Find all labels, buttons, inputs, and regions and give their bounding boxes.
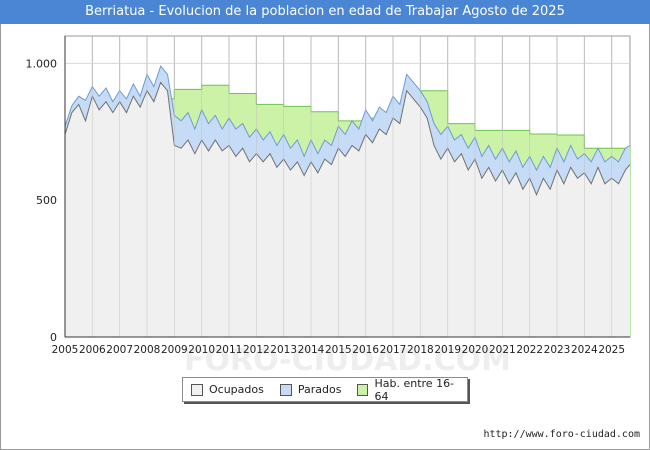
x-tick-label-7: 2012 <box>243 344 270 356</box>
x-tick-label-12: 2017 <box>380 344 407 356</box>
x-tick-label-2: 2007 <box>106 344 133 356</box>
legend-label-parados: Parados <box>297 383 342 396</box>
series-ocupados-area <box>65 82 630 337</box>
series-parados-line <box>64 65 631 172</box>
source-credit[interactable]: http://www.foro-ciudad.com <box>483 429 640 440</box>
x-tick-label-14: 2019 <box>434 344 461 356</box>
legend-item-ocupados: Ocupados <box>191 383 264 396</box>
x-tick-label-0: 2005 <box>52 344 79 356</box>
x-tick-label-9: 2014 <box>298 344 325 356</box>
x-tick-label-18: 2023 <box>544 344 571 356</box>
x-tick-label-15: 2020 <box>462 344 489 356</box>
legend-swatch-hab <box>357 383 369 396</box>
legend-label-hab: Hab. entre 16-64 <box>374 376 455 403</box>
x-tick-label-6: 2011 <box>216 344 243 356</box>
x-tick-label-1: 2006 <box>79 344 106 356</box>
legend: Ocupados Parados Hab. entre 16-64 <box>182 377 468 403</box>
series-ocupados-line <box>64 81 631 197</box>
x-tick-label-5: 2010 <box>188 344 215 356</box>
x-tick-label-11: 2016 <box>352 344 379 356</box>
legend-label-ocupados: Ocupados <box>209 383 264 396</box>
watermark: FORO-CIUDAD.COM <box>184 343 511 378</box>
x-tick-label-17: 2022 <box>516 344 543 356</box>
x-tick-label-8: 2013 <box>270 344 297 356</box>
x-tick-label-20: 2025 <box>598 344 625 356</box>
x-tick-label-16: 2021 <box>489 344 516 356</box>
x-tick-label-13: 2018 <box>407 344 434 356</box>
legend-swatch-parados <box>279 383 292 396</box>
legend-item-parados: Parados <box>279 383 342 396</box>
y-tick-label-2: 1.000 <box>26 57 58 70</box>
legend-item-hab: Hab. entre 16-64 <box>357 377 459 403</box>
x-tick-label-10: 2015 <box>325 344 352 356</box>
x-tick-label-19: 2024 <box>571 344 598 356</box>
x-tick-label-4: 2009 <box>161 344 188 356</box>
chart-title: Berriatua - Evolucion de la poblacion en… <box>0 0 650 24</box>
y-tick-label-0: 0 <box>50 331 57 344</box>
legend-swatch-ocupados <box>191 383 203 396</box>
y-tick-label-1: 500 <box>36 194 57 207</box>
x-tick-label-3: 2008 <box>134 344 161 356</box>
